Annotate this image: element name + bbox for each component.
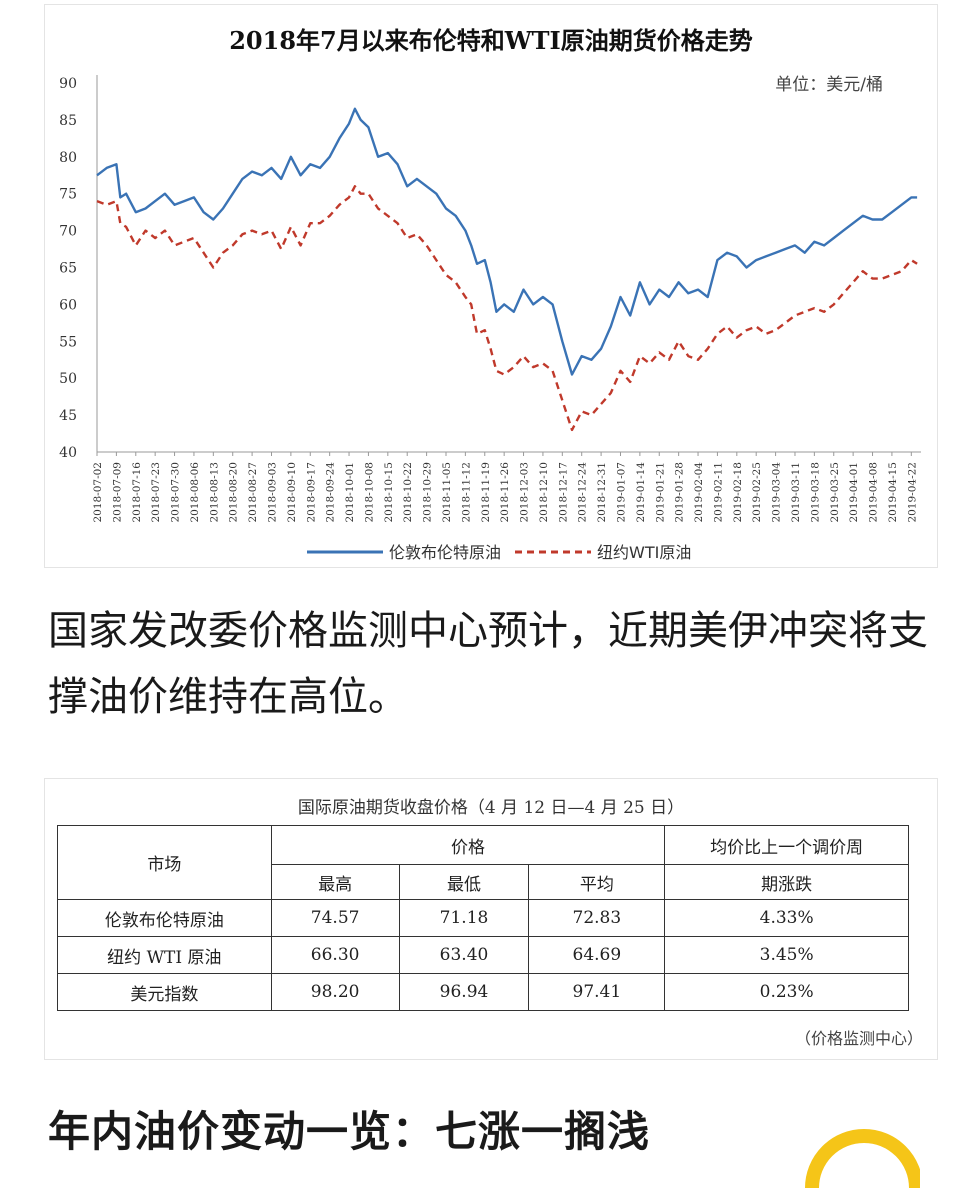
price-table-title: 国际原油期货收盘价格（4 月 12 日—4 月 25 日） [297, 798, 685, 818]
x-tick-label: 2019-01-14 [635, 462, 647, 523]
section-heading: 年内油价变动一览：七涨一搁浅 [48, 1107, 651, 1156]
chart-legend: 伦敦布伦特原油 纽约WTI原油 [307, 543, 691, 562]
y-tick-label: 40 [59, 445, 77, 461]
x-tick-label: 2018-07-09 [111, 462, 123, 523]
x-tick-label: 2018-08-06 [189, 462, 201, 523]
y-tick-label: 60 [59, 297, 77, 313]
forecast-paragraph: 国家发改委价格监测中心预计，近期美伊冲突将支撑油价维持在高位。 [48, 608, 928, 720]
oil-price-chart: 2018年7月以来布伦特和WTI原油期货价格走势 单位：美元/桶 40 45 50 5… [59, 26, 921, 562]
x-tick-label: 2018-07-30 [170, 462, 182, 523]
x-tick-label: 2019-04-01 [848, 462, 860, 523]
cell-avg: 97.41 [528, 973, 666, 1011]
x-tick-label: 2019-02-11 [712, 462, 724, 523]
x-tick-label: 2019-02-25 [751, 462, 763, 523]
x-tick-label: 2019-03-18 [809, 462, 821, 523]
x-tick-label: 2018-07-02 [92, 462, 104, 523]
legend-wti-label: 纽约WTI原油 [597, 543, 691, 562]
x-tick-label: 2018-10-29 [422, 462, 434, 523]
header-high: 最高 [270, 864, 400, 900]
x-axis: 2018-07-02 2018-07-09 2018-07-16 2018-07-23… [92, 451, 921, 523]
cell-market: 美元指数 [57, 973, 272, 1011]
header-change-line1: 均价比上一个调价周 [664, 825, 909, 865]
x-tick-label: 2019-01-07 [615, 462, 627, 523]
x-tick-label: 2018-08-20 [228, 462, 240, 523]
x-tick-label: 2019-02-18 [732, 462, 744, 523]
cell-change: 3.45% [664, 936, 909, 974]
header-low: 最低 [398, 864, 530, 900]
price-table-card: 国际原油期货收盘价格（4 月 12 日—4 月 25 日） 市场 价格 均价比上… [44, 778, 938, 1060]
cell-avg: 64.69 [528, 936, 666, 974]
y-tick-label: 55 [59, 334, 77, 350]
cell-change: 0.23% [664, 973, 909, 1011]
cell-avg: 72.83 [528, 899, 666, 937]
x-tick-label: 2019-03-04 [771, 462, 783, 523]
price-table: 市场 价格 均价比上一个调价周 最高 最低 平均 期涨跌 伦敦布伦特原油 74.… [57, 825, 909, 1011]
x-tick-label: 2018-11-26 [499, 462, 511, 523]
x-tick-label: 2018-11-19 [480, 462, 492, 523]
series-lines [96, 107, 918, 432]
cell-high: 98.20 [270, 973, 400, 1011]
cell-change: 4.33% [664, 899, 909, 937]
y-tick-label: 65 [59, 261, 77, 277]
cell-low: 71.18 [398, 899, 530, 937]
header-avg: 平均 [528, 864, 666, 900]
x-tick-label: 2018-12-17 [557, 462, 569, 523]
x-tick-label: 2018-12-10 [538, 462, 550, 523]
oil-price-chart-card: 2018年7月以来布伦特和WTI原油期货价格走势 单位：美元/桶 40 45 50 5… [44, 4, 938, 568]
x-tick-label: 2019-04-08 [868, 462, 880, 523]
cell-low: 96.94 [398, 973, 530, 1011]
y-axis: 40 45 50 55 60 65 70 75 80 85 90 [59, 75, 98, 461]
x-tick-label: 2018-09-17 [305, 462, 317, 523]
x-tick-label: 2018-10-22 [402, 462, 414, 523]
header-market: 市场 [57, 825, 272, 900]
x-tick-label: 2018-11-12 [460, 462, 472, 523]
y-tick-label: 70 [59, 224, 77, 240]
header-change-line2: 期涨跌 [664, 864, 909, 900]
x-tick-label: 2019-02-04 [693, 462, 705, 523]
table-row: 美元指数 98.20 96.94 97.41 0.23% [57, 973, 909, 1011]
x-tick-label: 2018-08-27 [247, 462, 259, 523]
x-tick-label: 2019-04-22 [906, 462, 918, 523]
y-tick-label: 80 [59, 150, 77, 166]
table-source-note: （价格监测中心） [794, 1029, 923, 1048]
y-tick-label: 85 [59, 113, 77, 129]
legend-brent-label: 伦敦布伦特原油 [389, 543, 501, 562]
x-tick-label: 2018-07-16 [131, 462, 143, 523]
cell-low: 63.40 [398, 936, 530, 974]
y-tick-label: 75 [59, 187, 77, 203]
cell-high: 74.57 [270, 899, 400, 937]
x-tick-label: 2019-04-15 [887, 462, 899, 523]
cell-market: 伦敦布伦特原油 [57, 899, 272, 937]
x-tick-label: 2019-03-25 [829, 462, 841, 523]
chart-title: 2018年7月以来布伦特和WTI原油期货价格走势 [229, 26, 753, 55]
x-tick-label: 2018-10-08 [363, 462, 375, 523]
y-tick-label: 45 [59, 408, 77, 424]
decorative-arc-icon [805, 1129, 920, 1188]
series-line-brent [96, 107, 918, 376]
table-subheader-row: 最高 最低 平均 期涨跌 [58, 864, 909, 900]
x-tick-label: 2018-09-24 [325, 462, 337, 523]
table-row: 纽约 WTI 原油 66.30 63.40 64.69 3.45% [57, 936, 909, 974]
x-tick-label: 2018-09-10 [286, 462, 298, 523]
y-tick-label: 50 [59, 371, 77, 387]
x-tick-label: 2019-03-11 [790, 462, 802, 523]
x-tick-label: 2018-12-03 [519, 462, 531, 523]
x-tick-label: 2018-07-23 [150, 462, 162, 523]
x-tick-label: 2018-11-05 [441, 462, 453, 523]
header-price: 价格 [270, 825, 666, 865]
x-tick-label: 2019-01-28 [674, 462, 686, 523]
table-header-row: 市场 价格 均价比上一个调价周 [57, 825, 909, 900]
x-tick-label: 2018-08-13 [208, 462, 220, 523]
x-tick-label: 2019-01-21 [654, 462, 666, 523]
x-tick-label: 2018-12-24 [577, 462, 589, 523]
cell-market: 纽约 WTI 原油 [57, 936, 272, 974]
chart-unit-label: 单位：美元/桶 [775, 75, 883, 95]
x-tick-label: 2018-12-31 [596, 462, 608, 523]
x-tick-label: 2018-09-03 [266, 462, 278, 523]
x-tick-label: 2018-10-15 [383, 462, 395, 523]
x-tick-label: 2018-10-01 [344, 462, 356, 523]
y-tick-label: 90 [59, 76, 77, 92]
cell-high: 66.30 [270, 936, 400, 974]
table-row: 伦敦布伦特原油 74.57 71.18 72.83 4.33% [57, 899, 909, 937]
